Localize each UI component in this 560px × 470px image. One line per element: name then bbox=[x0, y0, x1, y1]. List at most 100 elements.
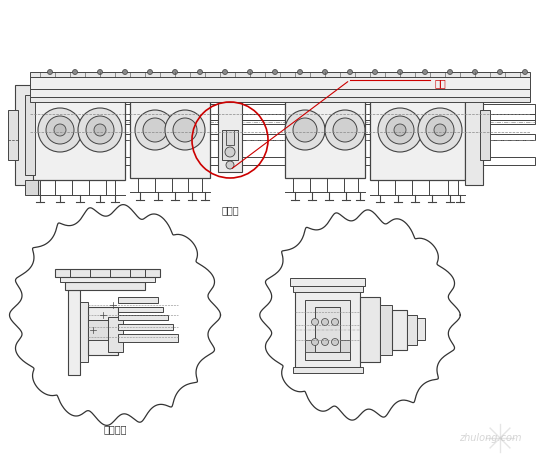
Circle shape bbox=[332, 319, 338, 326]
Bar bbox=[222, 130, 238, 160]
Bar bbox=[340, 340, 350, 352]
Circle shape bbox=[418, 108, 462, 152]
Circle shape bbox=[285, 110, 325, 150]
Bar bbox=[480, 110, 490, 160]
Text: 侧导板: 侧导板 bbox=[221, 205, 239, 215]
Circle shape bbox=[422, 70, 427, 75]
Bar bbox=[30, 90, 125, 180]
Text: 接头: 接头 bbox=[435, 78, 447, 88]
Bar bbox=[25, 134, 535, 140]
Circle shape bbox=[48, 70, 53, 75]
Bar bbox=[360, 297, 380, 362]
Circle shape bbox=[54, 124, 66, 136]
Bar bbox=[60, 277, 155, 282]
Text: zhulong.com: zhulong.com bbox=[459, 433, 521, 443]
Circle shape bbox=[165, 110, 205, 150]
Circle shape bbox=[447, 70, 452, 75]
Circle shape bbox=[273, 70, 278, 75]
Circle shape bbox=[293, 118, 317, 142]
Bar bbox=[293, 367, 363, 373]
Bar bbox=[25, 180, 40, 195]
Circle shape bbox=[72, 70, 77, 75]
Bar bbox=[30, 77, 530, 89]
Bar bbox=[305, 300, 350, 360]
Bar bbox=[315, 307, 340, 352]
Text: 接头详图: 接头详图 bbox=[103, 424, 127, 434]
Circle shape bbox=[398, 70, 403, 75]
Circle shape bbox=[497, 70, 502, 75]
Bar bbox=[285, 93, 365, 178]
Circle shape bbox=[222, 70, 227, 75]
Circle shape bbox=[173, 118, 197, 142]
Bar bbox=[65, 282, 145, 290]
Bar bbox=[370, 90, 465, 180]
Bar bbox=[25, 114, 535, 120]
Bar bbox=[30, 97, 530, 102]
Circle shape bbox=[198, 70, 203, 75]
Circle shape bbox=[325, 110, 365, 150]
Circle shape bbox=[78, 108, 122, 152]
Bar bbox=[118, 297, 158, 303]
Circle shape bbox=[225, 147, 235, 157]
Bar bbox=[30, 72, 530, 77]
Bar bbox=[25, 157, 535, 165]
Circle shape bbox=[321, 319, 329, 326]
Bar bbox=[293, 286, 363, 292]
Circle shape bbox=[94, 124, 106, 136]
Bar bbox=[15, 85, 33, 185]
Circle shape bbox=[311, 319, 319, 326]
Bar bbox=[88, 307, 118, 355]
Bar bbox=[226, 130, 234, 145]
Bar bbox=[25, 120, 535, 124]
Circle shape bbox=[135, 110, 175, 150]
Circle shape bbox=[86, 116, 114, 144]
Bar bbox=[380, 305, 392, 355]
Circle shape bbox=[372, 70, 377, 75]
Circle shape bbox=[348, 70, 352, 75]
Bar bbox=[8, 110, 18, 160]
Bar bbox=[88, 320, 108, 340]
Bar bbox=[25, 104, 535, 114]
Bar bbox=[30, 89, 530, 97]
Circle shape bbox=[333, 118, 357, 142]
Bar bbox=[305, 340, 315, 352]
Circle shape bbox=[321, 338, 329, 345]
Circle shape bbox=[143, 118, 167, 142]
Bar bbox=[392, 310, 407, 350]
Bar bbox=[118, 307, 163, 312]
Circle shape bbox=[332, 338, 338, 345]
Circle shape bbox=[426, 116, 454, 144]
Circle shape bbox=[378, 108, 422, 152]
Circle shape bbox=[394, 124, 406, 136]
Circle shape bbox=[311, 338, 319, 345]
Circle shape bbox=[226, 161, 234, 169]
Circle shape bbox=[147, 70, 152, 75]
Circle shape bbox=[297, 70, 302, 75]
Circle shape bbox=[323, 70, 328, 75]
Bar bbox=[108, 317, 123, 352]
Bar bbox=[218, 102, 242, 172]
Circle shape bbox=[38, 108, 82, 152]
Circle shape bbox=[434, 124, 446, 136]
Bar bbox=[465, 85, 483, 185]
Circle shape bbox=[46, 116, 74, 144]
Bar bbox=[55, 269, 160, 277]
Bar bbox=[118, 324, 173, 330]
Bar bbox=[25, 95, 35, 175]
Bar bbox=[295, 290, 360, 370]
Bar bbox=[407, 315, 417, 345]
Bar bbox=[68, 290, 80, 375]
Circle shape bbox=[522, 70, 528, 75]
Bar bbox=[118, 315, 168, 320]
Circle shape bbox=[97, 70, 102, 75]
Circle shape bbox=[473, 70, 478, 75]
Circle shape bbox=[172, 70, 178, 75]
Bar bbox=[417, 318, 425, 340]
Bar bbox=[80, 302, 88, 362]
Circle shape bbox=[123, 70, 128, 75]
Bar bbox=[118, 334, 178, 342]
Bar bbox=[290, 278, 365, 286]
Circle shape bbox=[386, 116, 414, 144]
Bar bbox=[130, 93, 210, 178]
Circle shape bbox=[248, 70, 253, 75]
